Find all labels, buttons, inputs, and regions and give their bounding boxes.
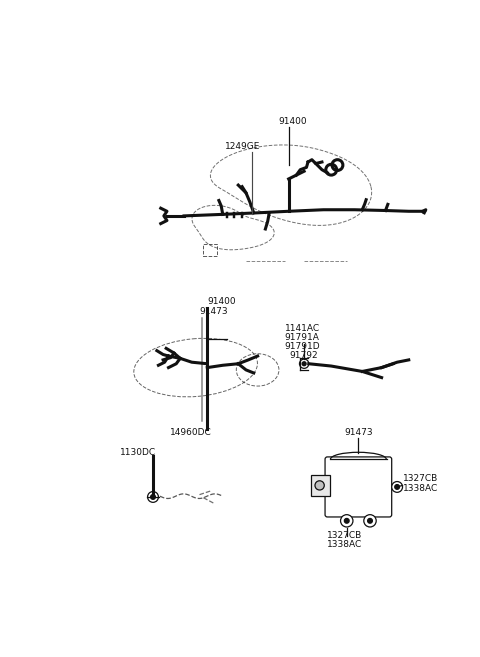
Text: 1141AC: 1141AC (285, 324, 320, 332)
Text: 1338AC: 1338AC (327, 540, 362, 549)
Circle shape (340, 514, 353, 527)
Text: 1338AC: 1338AC (403, 484, 439, 493)
Text: 91400: 91400 (207, 298, 236, 306)
Text: 91792: 91792 (289, 351, 318, 360)
Text: 91791A: 91791A (285, 333, 320, 342)
Text: 1327CB: 1327CB (403, 474, 439, 483)
Circle shape (345, 518, 349, 523)
FancyBboxPatch shape (311, 476, 330, 496)
Circle shape (151, 495, 156, 499)
Circle shape (392, 482, 403, 492)
Text: 1130DC: 1130DC (120, 447, 156, 457)
Text: 1249GE: 1249GE (225, 142, 261, 151)
Circle shape (364, 514, 376, 527)
FancyBboxPatch shape (325, 457, 392, 517)
Circle shape (395, 485, 399, 489)
Text: 1327CB: 1327CB (327, 531, 362, 540)
Circle shape (315, 481, 324, 490)
Circle shape (368, 518, 372, 523)
Text: 14960DC: 14960DC (170, 428, 212, 438)
Circle shape (302, 362, 306, 366)
Text: 91473: 91473 (345, 428, 373, 437)
FancyBboxPatch shape (328, 459, 389, 487)
Text: 91400: 91400 (278, 116, 307, 125)
Text: 91791D: 91791D (285, 342, 320, 351)
Text: 91473: 91473 (200, 307, 228, 317)
